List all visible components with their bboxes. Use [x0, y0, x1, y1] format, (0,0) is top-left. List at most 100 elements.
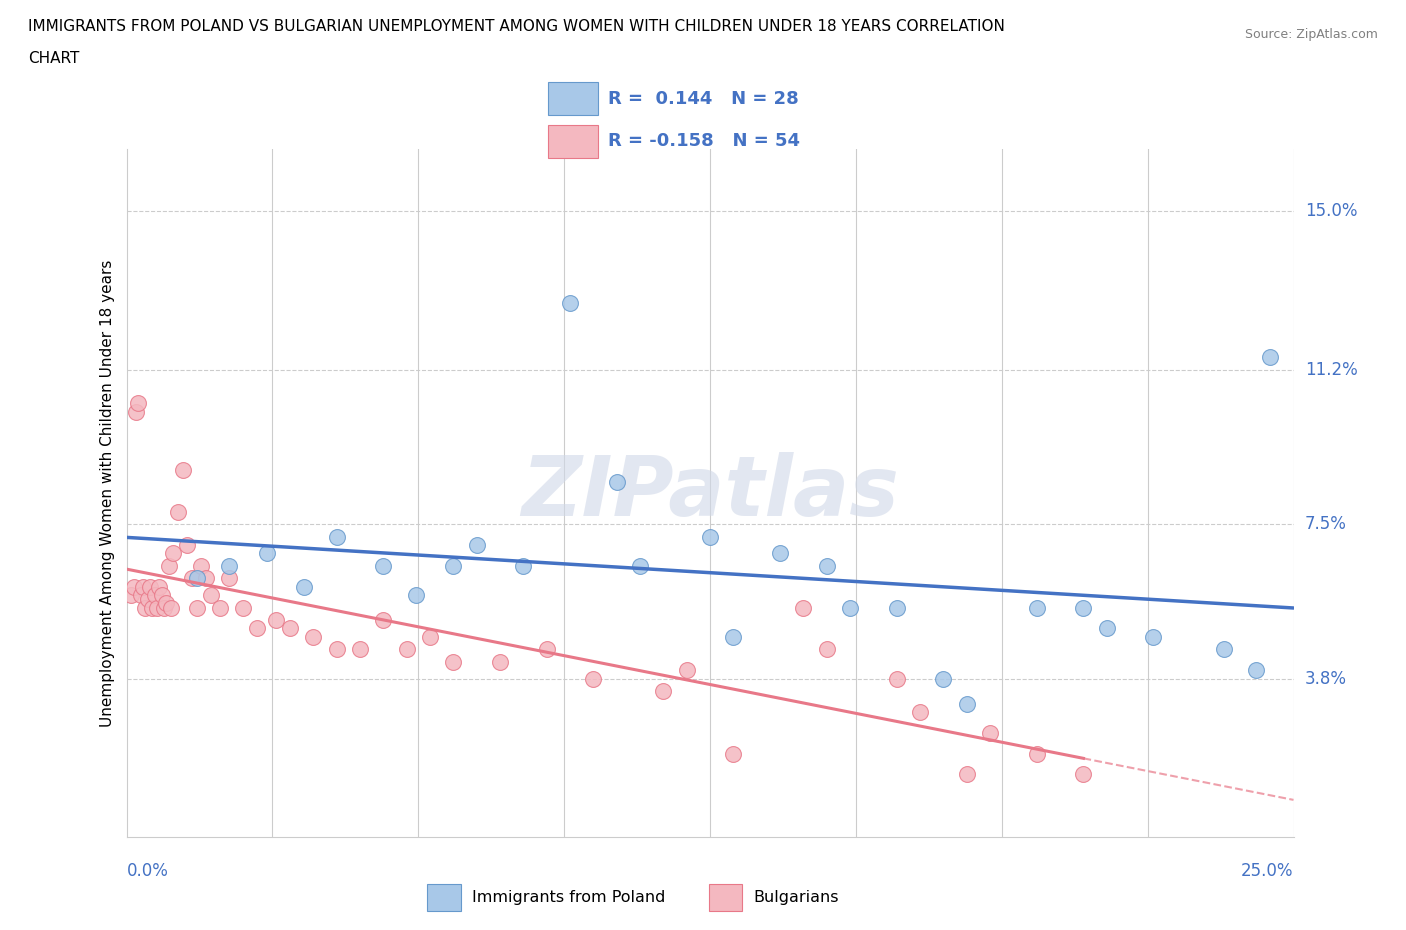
Point [628, 558, 651, 573]
Point [1244, 663, 1267, 678]
Point [146, 600, 169, 615]
Point [405, 588, 427, 603]
Point [186, 600, 208, 615]
Point [373, 613, 395, 628]
Point [582, 671, 605, 686]
Point [815, 558, 838, 573]
Text: R =  0.144   N = 28: R = 0.144 N = 28 [609, 89, 799, 108]
Point [1025, 600, 1047, 615]
Point [1258, 350, 1281, 365]
Point [512, 558, 534, 573]
Point [769, 546, 792, 561]
Point [956, 696, 979, 711]
Point [278, 621, 301, 636]
Point [256, 546, 278, 561]
Point [1073, 600, 1095, 615]
Text: R = -0.158   N = 54: R = -0.158 N = 54 [609, 132, 800, 151]
Point [127, 396, 149, 411]
Bar [427, 884, 461, 911]
Text: 3.8%: 3.8% [1305, 670, 1347, 687]
Point [723, 746, 745, 761]
Point [325, 529, 347, 544]
Point [160, 600, 183, 615]
Point [218, 558, 240, 573]
Point [395, 642, 418, 657]
Y-axis label: Unemployment Among Women with Children Under 18 years: Unemployment Among Women with Children U… [100, 259, 115, 726]
Point [148, 579, 170, 594]
Point [150, 588, 173, 603]
Point [190, 558, 212, 573]
Text: 11.2%: 11.2% [1305, 361, 1357, 379]
Point [162, 546, 184, 561]
Text: Source: ZipAtlas.com: Source: ZipAtlas.com [1244, 28, 1378, 41]
Point [606, 475, 628, 490]
Point [489, 655, 512, 670]
Point [652, 684, 675, 698]
Point [208, 600, 231, 615]
Point [125, 405, 148, 419]
Point [120, 588, 142, 603]
Point [176, 538, 198, 552]
Point [1212, 642, 1234, 657]
Text: CHART: CHART [28, 51, 80, 66]
Bar [709, 884, 742, 911]
Point [325, 642, 347, 657]
Point [908, 704, 931, 719]
Point [699, 529, 721, 544]
Text: 7.5%: 7.5% [1305, 515, 1347, 533]
Text: 25.0%: 25.0% [1241, 862, 1294, 880]
Point [141, 600, 163, 615]
Point [349, 642, 371, 657]
Point [167, 504, 190, 519]
Point [441, 558, 464, 573]
Point [956, 767, 979, 782]
Text: 15.0%: 15.0% [1305, 203, 1357, 220]
Point [136, 591, 159, 606]
Point [373, 558, 395, 573]
Point [675, 663, 697, 678]
Point [246, 621, 269, 636]
Point [886, 600, 908, 615]
Point [815, 642, 838, 657]
Point [536, 642, 558, 657]
Point [157, 558, 180, 573]
Point [302, 630, 325, 644]
Point [180, 571, 202, 586]
Point [1095, 621, 1118, 636]
Text: Immigrants from Poland: Immigrants from Poland [472, 890, 666, 905]
Point [200, 588, 222, 603]
Point [153, 600, 176, 615]
Point [1073, 767, 1095, 782]
Point [292, 579, 315, 594]
Point [264, 613, 287, 628]
Point [932, 671, 955, 686]
Text: ZIPatlas: ZIPatlas [522, 452, 898, 534]
Point [194, 571, 217, 586]
Point [979, 725, 1001, 740]
FancyBboxPatch shape [548, 125, 598, 158]
Point [558, 296, 581, 311]
Text: IMMIGRANTS FROM POLAND VS BULGARIAN UNEMPLOYMENT AMONG WOMEN WITH CHILDREN UNDER: IMMIGRANTS FROM POLAND VS BULGARIAN UNEM… [28, 19, 1005, 33]
Point [218, 571, 240, 586]
Point [139, 579, 162, 594]
Text: 0.0%: 0.0% [127, 862, 169, 880]
Point [1142, 630, 1164, 644]
Point [186, 571, 208, 586]
Point [1025, 746, 1047, 761]
FancyBboxPatch shape [548, 82, 598, 115]
Point [172, 462, 194, 477]
Point [122, 579, 145, 594]
Point [155, 596, 177, 611]
Point [792, 600, 814, 615]
Point [886, 671, 908, 686]
Point [129, 588, 152, 603]
Point [723, 630, 745, 644]
Point [132, 579, 155, 594]
Point [419, 630, 441, 644]
Text: Bulgarians: Bulgarians [754, 890, 839, 905]
Point [232, 600, 254, 615]
Point [465, 538, 488, 552]
Point [143, 588, 166, 603]
Point [839, 600, 862, 615]
Point [441, 655, 464, 670]
